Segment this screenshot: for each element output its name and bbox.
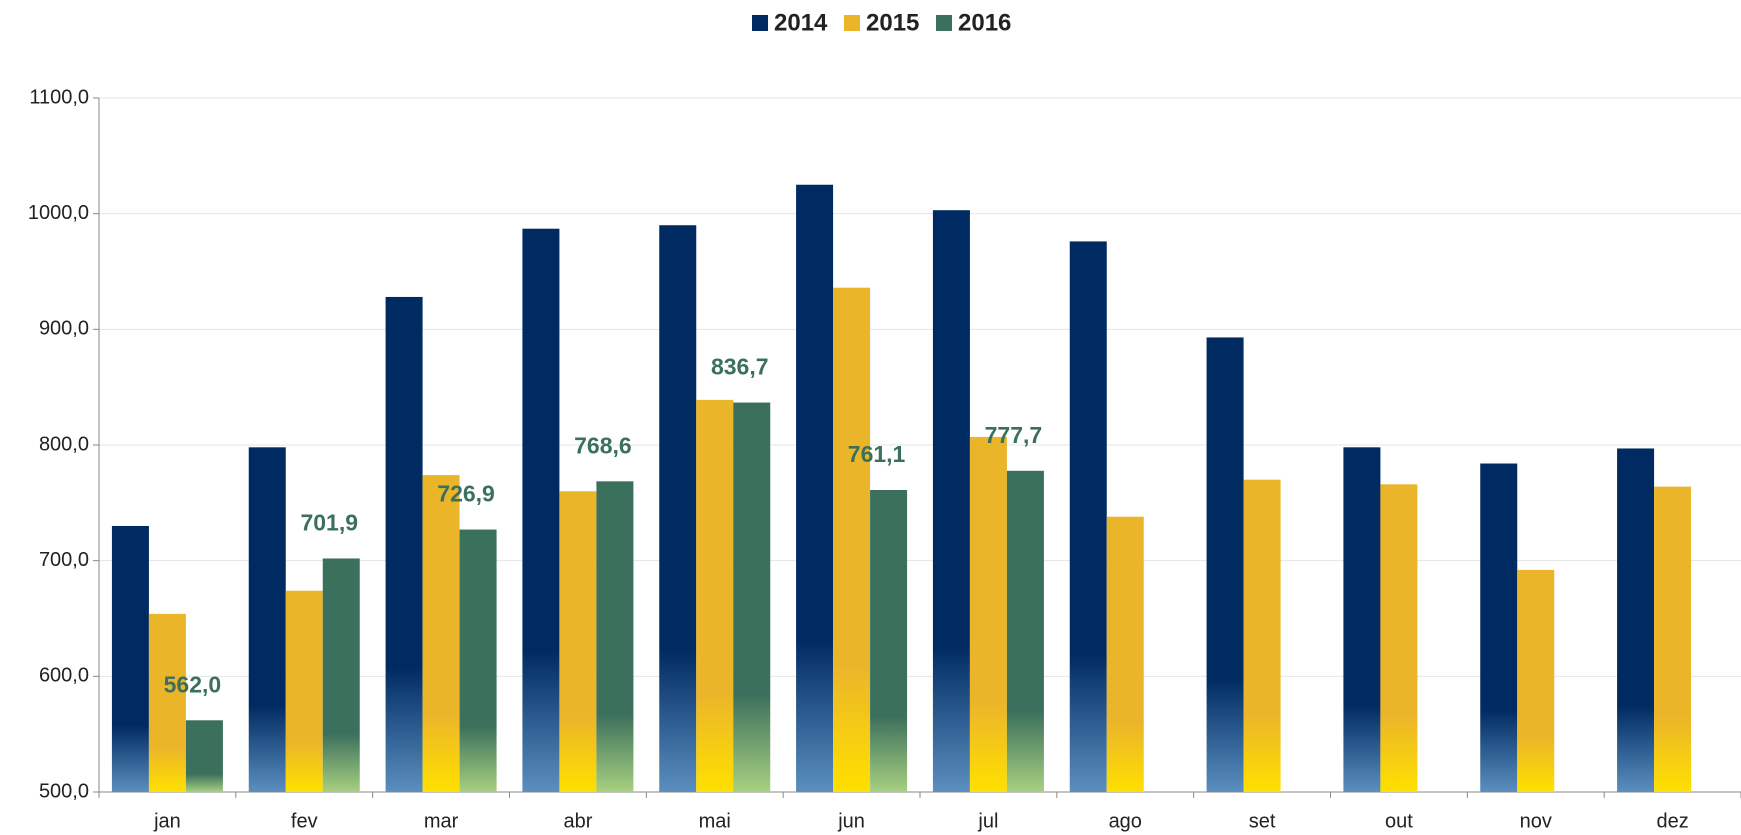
bar bbox=[932, 210, 970, 793]
bar bbox=[1069, 241, 1107, 793]
x-tick-label: fev bbox=[291, 810, 318, 832]
bar bbox=[796, 184, 834, 792]
x-tick-label: out bbox=[1385, 810, 1413, 832]
bar bbox=[969, 436, 1007, 792]
data-label: 777,7 bbox=[985, 422, 1043, 448]
bar bbox=[659, 225, 697, 792]
bar bbox=[1243, 479, 1281, 792]
bar bbox=[696, 399, 734, 792]
bar bbox=[1517, 569, 1555, 792]
data-label: 701,9 bbox=[300, 510, 358, 536]
legend-label: 2016 bbox=[958, 9, 1011, 36]
bar bbox=[1206, 337, 1244, 792]
bar bbox=[1380, 484, 1418, 792]
y-tick-label: 1000,0 bbox=[28, 202, 89, 224]
bar bbox=[148, 613, 186, 792]
y-tick-label: 1100,0 bbox=[29, 86, 89, 108]
bar bbox=[596, 481, 634, 792]
data-label: 768,6 bbox=[574, 432, 632, 458]
bar bbox=[1106, 516, 1144, 792]
bar bbox=[422, 475, 460, 792]
x-tick-label: mai bbox=[699, 810, 731, 832]
x-tick-label: set bbox=[1249, 810, 1276, 832]
bar bbox=[285, 590, 323, 792]
data-label: 562,0 bbox=[164, 671, 222, 697]
x-tick-label: jun bbox=[837, 810, 865, 832]
bar bbox=[185, 720, 223, 792]
y-tick-label: 900,0 bbox=[39, 318, 89, 340]
y-tick-label: 800,0 bbox=[39, 433, 89, 455]
bar bbox=[559, 491, 597, 792]
x-tick-label: abr bbox=[563, 810, 592, 832]
legend-swatch bbox=[752, 15, 768, 31]
legend-label: 2015 bbox=[866, 9, 919, 36]
bar bbox=[322, 558, 360, 792]
data-label: 836,7 bbox=[711, 354, 769, 380]
bar bbox=[459, 529, 497, 792]
data-label: 726,9 bbox=[437, 481, 495, 507]
x-tick-label: nov bbox=[1520, 810, 1552, 832]
y-tick-label: 500,0 bbox=[39, 780, 89, 802]
bar bbox=[1343, 447, 1381, 792]
bar bbox=[522, 228, 560, 792]
bar bbox=[833, 287, 871, 792]
bar bbox=[733, 402, 771, 792]
bar bbox=[1006, 470, 1044, 792]
y-tick-label: 600,0 bbox=[39, 665, 89, 687]
x-tick-label: jul bbox=[977, 810, 998, 832]
bar bbox=[1654, 486, 1692, 792]
x-tick-label: jan bbox=[153, 810, 181, 832]
x-tick-label: dez bbox=[1656, 810, 1688, 832]
bar bbox=[870, 489, 908, 792]
bar bbox=[248, 447, 286, 792]
x-tick-label: ago bbox=[1109, 810, 1142, 832]
y-tick-label: 700,0 bbox=[39, 549, 89, 571]
bar bbox=[111, 525, 149, 792]
data-label: 761,1 bbox=[848, 441, 906, 467]
bar bbox=[385, 296, 423, 792]
legend-swatch bbox=[844, 15, 860, 31]
bar bbox=[1480, 463, 1518, 792]
legend-label: 2014 bbox=[774, 9, 828, 36]
bar bbox=[1617, 448, 1655, 792]
x-tick-label: mar bbox=[424, 810, 459, 832]
legend-swatch bbox=[936, 15, 952, 31]
